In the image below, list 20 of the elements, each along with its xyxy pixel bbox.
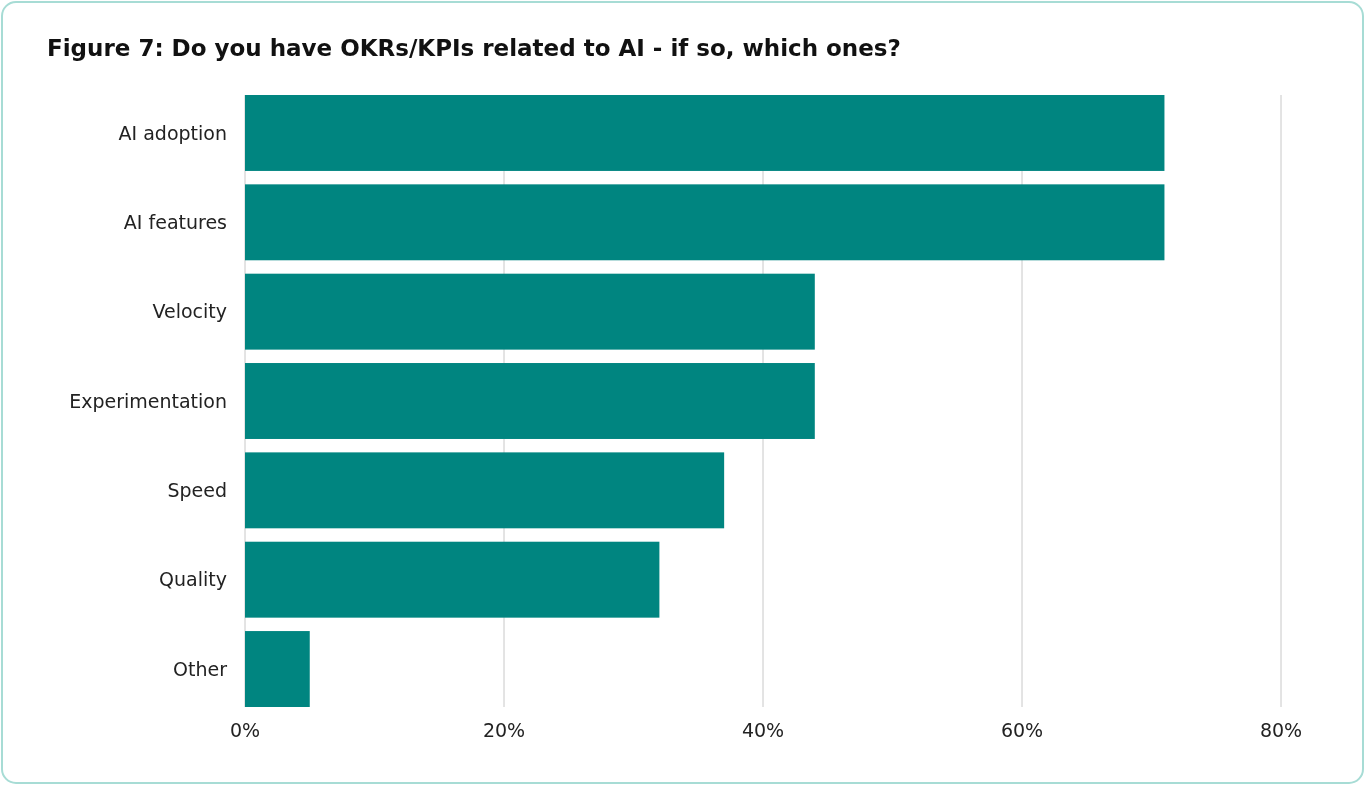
y-tick-label: Speed <box>167 478 227 501</box>
bar <box>245 541 660 618</box>
x-tick-label: 80% <box>1259 719 1303 741</box>
y-tick-label: AI adoption <box>118 121 227 144</box>
y-tick-label: Velocity <box>152 300 227 323</box>
y-tick-label: Experimentation <box>69 389 227 412</box>
bar <box>245 95 1165 171</box>
bar <box>245 184 1165 261</box>
bar <box>245 452 725 529</box>
y-tick-label: Quality <box>159 568 227 591</box>
bar <box>245 631 310 707</box>
x-tick-label: 20% <box>482 719 526 741</box>
y-tick-label: AI features <box>123 210 227 233</box>
x-tick-label: 60% <box>1000 719 1044 741</box>
bar <box>245 363 815 439</box>
chart-title: Figure 7: Do you have OKRs/KPIs related to AI - if so, which ones? <box>47 35 901 61</box>
x-tick-label: 0% <box>229 719 261 741</box>
bar <box>245 273 815 350</box>
y-tick-label: Other <box>173 657 228 680</box>
x-tick-label: 40% <box>741 719 785 741</box>
